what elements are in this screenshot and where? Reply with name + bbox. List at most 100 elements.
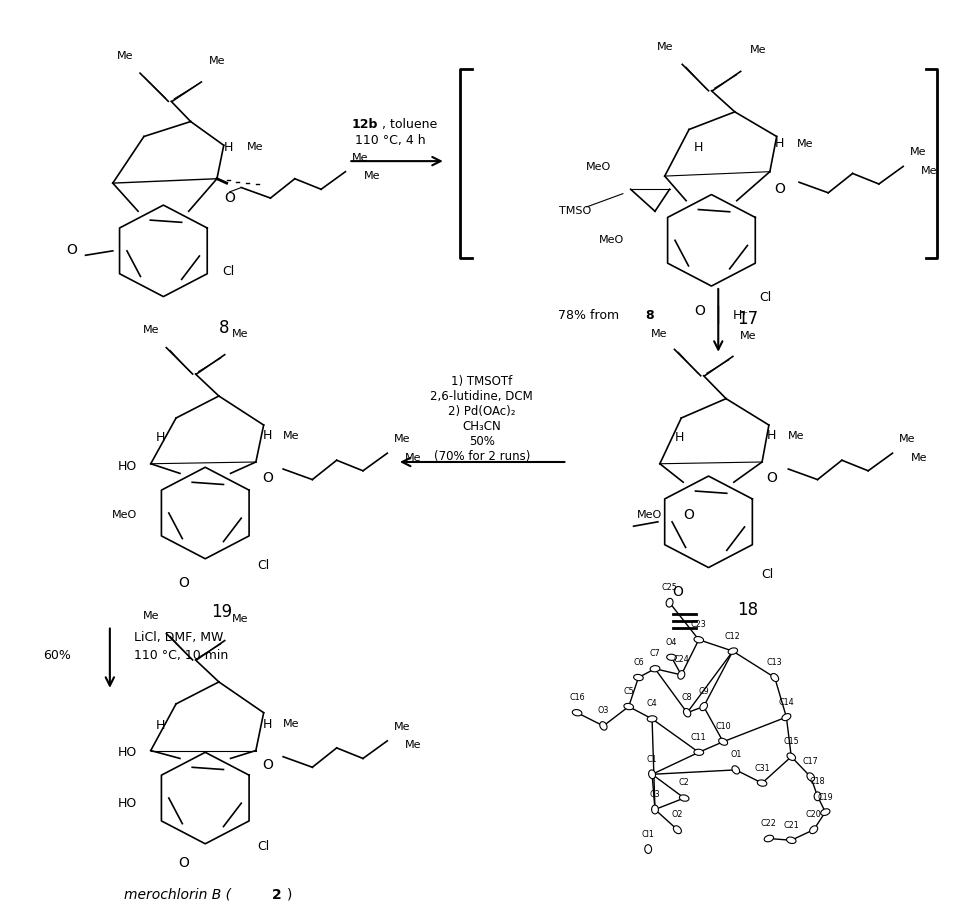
- Ellipse shape: [728, 648, 736, 655]
- Text: C12: C12: [725, 631, 740, 640]
- Text: Me: Me: [656, 41, 672, 51]
- Text: Cl: Cl: [760, 568, 773, 581]
- Text: Me: Me: [283, 719, 299, 729]
- Ellipse shape: [673, 825, 680, 834]
- Text: 110 °C, 4 h: 110 °C, 4 h: [355, 134, 425, 147]
- Text: 60%: 60%: [43, 649, 70, 662]
- Text: CH₃CN: CH₃CN: [462, 420, 501, 433]
- Text: 12b: 12b: [351, 117, 378, 131]
- Text: HO: HO: [117, 746, 137, 759]
- Text: Me: Me: [393, 434, 410, 444]
- Text: Me: Me: [117, 51, 134, 60]
- Text: Me: Me: [393, 722, 410, 732]
- Text: C7: C7: [649, 649, 660, 658]
- Text: Me: Me: [787, 430, 804, 440]
- Text: O: O: [774, 182, 784, 197]
- Text: 78% from: 78% from: [557, 308, 622, 322]
- Text: HO: HO: [117, 460, 137, 473]
- Text: C2: C2: [678, 778, 689, 787]
- Text: Me: Me: [283, 430, 299, 440]
- Text: C11: C11: [690, 732, 706, 741]
- Ellipse shape: [648, 714, 655, 723]
- Text: Cl: Cl: [257, 559, 270, 572]
- Text: C3: C3: [649, 790, 659, 799]
- Ellipse shape: [650, 805, 658, 814]
- Text: C16: C16: [569, 693, 584, 702]
- Text: merochlorin B (: merochlorin B (: [124, 888, 231, 902]
- Text: MeO: MeO: [111, 510, 137, 520]
- Text: Me: Me: [909, 147, 925, 157]
- Text: C9: C9: [697, 687, 708, 696]
- Ellipse shape: [648, 770, 655, 778]
- Ellipse shape: [781, 713, 789, 721]
- Text: H: H: [775, 137, 783, 150]
- Text: O1: O1: [730, 750, 740, 759]
- Text: Me: Me: [232, 328, 248, 338]
- Text: MeO: MeO: [598, 235, 623, 245]
- Text: Me: Me: [232, 614, 248, 624]
- Text: Me: Me: [246, 142, 263, 152]
- Ellipse shape: [600, 722, 606, 730]
- Text: O: O: [693, 304, 704, 318]
- Ellipse shape: [693, 637, 703, 643]
- Text: C20: C20: [805, 810, 821, 819]
- Text: H: H: [674, 431, 684, 444]
- Ellipse shape: [693, 749, 702, 756]
- Text: Me: Me: [910, 453, 926, 463]
- Text: O2: O2: [671, 810, 683, 819]
- Text: C6: C6: [633, 658, 644, 667]
- Ellipse shape: [731, 767, 740, 773]
- Ellipse shape: [682, 709, 691, 716]
- Ellipse shape: [786, 836, 794, 844]
- Ellipse shape: [625, 702, 632, 711]
- Ellipse shape: [645, 845, 651, 853]
- Text: C15: C15: [782, 737, 798, 746]
- Text: O: O: [178, 576, 189, 591]
- Text: O: O: [683, 508, 693, 521]
- Text: Me: Me: [405, 453, 422, 463]
- Text: C8: C8: [681, 693, 691, 702]
- Text: C10: C10: [715, 723, 731, 732]
- Text: Me: Me: [208, 56, 225, 66]
- Text: 110 °C, 10 min: 110 °C, 10 min: [134, 649, 228, 662]
- Text: H: H: [693, 141, 703, 153]
- Text: Me: Me: [749, 45, 766, 55]
- Ellipse shape: [807, 772, 814, 781]
- Text: O: O: [766, 471, 777, 485]
- Text: Me: Me: [739, 331, 756, 341]
- Ellipse shape: [650, 665, 658, 673]
- Text: 2) Pd(OAc)₂: 2) Pd(OAc)₂: [448, 405, 515, 419]
- Text: Me: Me: [405, 741, 422, 750]
- Text: 8: 8: [645, 308, 653, 322]
- Ellipse shape: [814, 792, 821, 801]
- Text: O: O: [224, 191, 235, 205]
- Text: C23: C23: [690, 621, 706, 629]
- Ellipse shape: [679, 795, 689, 801]
- Text: C31: C31: [753, 763, 769, 772]
- Ellipse shape: [676, 672, 686, 678]
- Text: MeO: MeO: [636, 510, 661, 520]
- Text: 18: 18: [736, 601, 757, 619]
- Text: Me: Me: [920, 166, 937, 176]
- Text: C4: C4: [646, 699, 656, 708]
- Text: C17: C17: [802, 758, 818, 767]
- Text: (70% for 2 runs): (70% for 2 runs): [433, 450, 529, 464]
- Text: 17: 17: [736, 310, 757, 328]
- Ellipse shape: [769, 675, 778, 681]
- Ellipse shape: [810, 825, 817, 834]
- Text: H: H: [263, 718, 272, 731]
- Text: C21: C21: [782, 821, 798, 830]
- Ellipse shape: [573, 708, 580, 717]
- Text: C14: C14: [778, 697, 793, 706]
- Ellipse shape: [634, 673, 642, 682]
- Text: Me: Me: [363, 171, 379, 181]
- Text: LiCl, DMF, MW: LiCl, DMF, MW: [134, 631, 223, 644]
- Text: Me: Me: [650, 328, 666, 338]
- Ellipse shape: [757, 779, 765, 787]
- Text: Cl1: Cl1: [641, 830, 654, 839]
- Text: TMSO: TMSO: [558, 207, 591, 216]
- Text: O4: O4: [665, 638, 677, 647]
- Ellipse shape: [719, 737, 726, 746]
- Text: Cl: Cl: [758, 291, 771, 304]
- Ellipse shape: [821, 808, 828, 816]
